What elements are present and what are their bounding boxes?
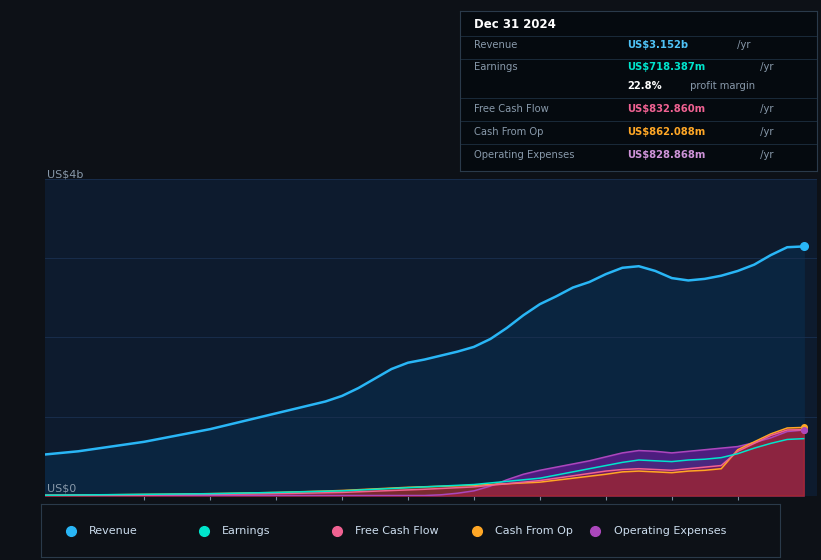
Text: Free Cash Flow: Free Cash Flow (355, 526, 438, 535)
Text: /yr: /yr (757, 150, 773, 160)
Text: Operating Expenses: Operating Expenses (613, 526, 726, 535)
Text: Earnings: Earnings (474, 62, 518, 72)
Text: US$3.152b: US$3.152b (627, 40, 689, 50)
Text: Free Cash Flow: Free Cash Flow (474, 104, 548, 114)
Text: /yr: /yr (757, 104, 773, 114)
Text: 22.8%: 22.8% (627, 81, 663, 91)
Text: /yr: /yr (734, 40, 750, 50)
Text: Dec 31 2024: Dec 31 2024 (474, 17, 556, 31)
Text: /yr: /yr (757, 62, 773, 72)
Text: Operating Expenses: Operating Expenses (474, 150, 575, 160)
Text: US$0: US$0 (47, 484, 76, 494)
Text: US$828.868m: US$828.868m (627, 150, 706, 160)
Text: Revenue: Revenue (474, 40, 517, 50)
Text: Revenue: Revenue (89, 526, 138, 535)
Text: profit margin: profit margin (686, 81, 754, 91)
Text: Cash From Op: Cash From Op (474, 127, 544, 137)
Text: US$4b: US$4b (47, 169, 83, 179)
Text: US$718.387m: US$718.387m (627, 62, 706, 72)
Text: US$832.860m: US$832.860m (627, 104, 706, 114)
Text: US$862.088m: US$862.088m (627, 127, 706, 137)
Text: /yr: /yr (757, 127, 773, 137)
Text: Earnings: Earnings (222, 526, 271, 535)
Text: Cash From Op: Cash From Op (496, 526, 573, 535)
